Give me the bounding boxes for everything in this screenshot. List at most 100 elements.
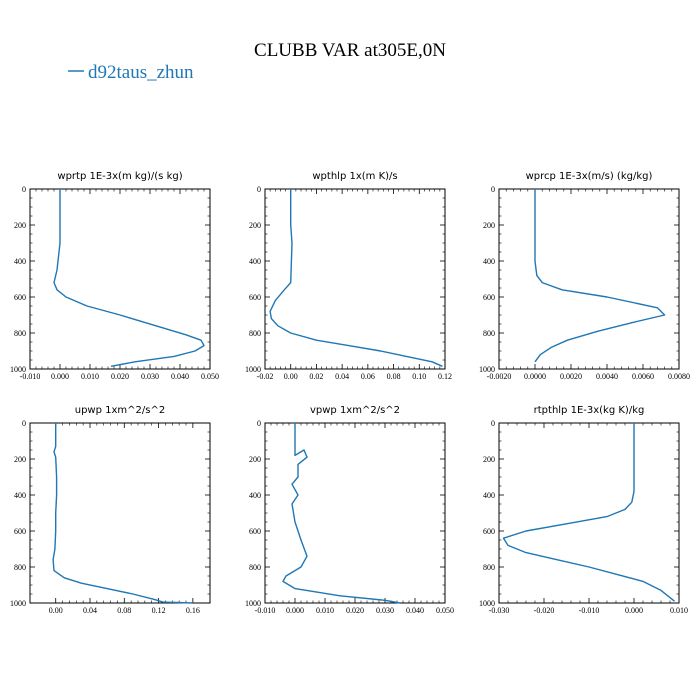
x-tick-label: 0.0020 <box>560 372 582 381</box>
series-line <box>269 189 443 367</box>
x-tick-label: 0.02 <box>309 372 323 381</box>
legend-label: d92taus_zhun <box>88 62 194 83</box>
y-tick-label: 200 <box>483 221 495 230</box>
x-tick-label: 0.050 <box>201 372 219 381</box>
x-tick-label: 0.030 <box>376 606 394 615</box>
y-tick-label: 0 <box>22 419 26 428</box>
x-tick-label: -0.02 <box>257 372 274 381</box>
x-tick-label: 0.010 <box>316 606 334 615</box>
x-tick-label: 0.040 <box>171 372 189 381</box>
x-tick-label: 0.000 <box>625 606 643 615</box>
y-tick-label: 800 <box>483 329 495 338</box>
panel-title: wpthlp 1x(m K)/s <box>312 171 397 182</box>
y-tick-label: 800 <box>249 563 261 572</box>
y-tick-label: 600 <box>14 527 26 536</box>
x-tick-label: 0.00 <box>49 606 63 615</box>
series-line <box>53 189 205 367</box>
x-tick-label: 0.08 <box>117 606 131 615</box>
y-tick-label: 0 <box>257 185 261 194</box>
x-tick-label: 0.06 <box>361 372 375 381</box>
y-tick-label: 600 <box>14 293 26 302</box>
x-tick-label: -0.0020 <box>487 372 512 381</box>
series-line <box>282 423 401 604</box>
plot-frame <box>264 188 446 370</box>
x-tick-label: -0.010 <box>20 372 41 381</box>
y-tick-label: 0 <box>257 419 261 428</box>
panel-title: wprtp 1E-3x(m kg)/(s kg) <box>57 171 182 182</box>
x-tick-label: 0.0040 <box>596 372 618 381</box>
x-tick-label: 0.12 <box>152 606 166 615</box>
y-tick-label: 400 <box>483 257 495 266</box>
panel-1: wprtp 1E-3x(m kg)/(s kg) -0.010 0.000 0.010… <box>10 171 219 381</box>
legend: d92taus_zhun <box>68 62 194 83</box>
y-tick-label: 200 <box>14 455 26 464</box>
y-tick-label: 1000 <box>479 599 495 608</box>
plot-frame <box>29 422 211 604</box>
x-tick-label: 0.050 <box>436 606 454 615</box>
y-tick-label: 200 <box>249 455 261 464</box>
y-tick-label: 1000 <box>245 365 261 374</box>
x-tick-label: 0.04 <box>335 372 349 381</box>
y-tick-label: 400 <box>14 257 26 266</box>
x-tick-label: -0.020 <box>534 606 555 615</box>
plot-frame <box>498 188 680 370</box>
x-tick-label: 0.10 <box>412 372 426 381</box>
x-tick-label: 0.000 <box>51 372 69 381</box>
x-tick-label: 0.020 <box>111 372 129 381</box>
x-tick-label: 0.00 <box>284 372 298 381</box>
panel-title: rtpthlp 1E-3x(kg K)/kg <box>534 405 645 416</box>
series-line <box>534 189 666 363</box>
x-tick-label: -0.010 <box>579 606 600 615</box>
y-tick-label: 400 <box>249 491 261 500</box>
x-tick-label: 0.12 <box>438 372 452 381</box>
y-tick-label: 0 <box>22 185 26 194</box>
series-line <box>52 423 193 604</box>
x-tick-label: 0.08 <box>387 372 401 381</box>
x-tick-label: 0.010 <box>670 606 688 615</box>
x-tick-label: 0.16 <box>186 606 200 615</box>
plot-frame <box>264 422 446 604</box>
y-tick-label: 0 <box>491 185 495 194</box>
x-tick-label: 0.020 <box>346 606 364 615</box>
x-tick-label: 0.0060 <box>632 372 654 381</box>
panels: wprtp 1E-3x(m kg)/(s kg)-0.010 0.000 0.010… <box>10 171 690 615</box>
y-tick-label: 600 <box>483 527 495 536</box>
y-tick-label: 400 <box>14 491 26 500</box>
y-tick-label: 600 <box>483 293 495 302</box>
x-tick-label: 0.0080 <box>668 372 690 381</box>
panel-4: upwp 1xm^2/s^2 0.00 0.04 0.08 0.12 0.16 0 200 40… <box>10 405 211 615</box>
panel-title: upwp 1xm^2/s^2 <box>75 405 165 416</box>
y-tick-label: 1000 <box>479 365 495 374</box>
y-tick-label: 200 <box>483 455 495 464</box>
x-tick-label: 0.000 <box>286 606 304 615</box>
x-tick-label: -0.010 <box>255 606 276 615</box>
panel-5: vpwp 1xm^2/s^2 -0.010 0.000 0.010 0.020 0.030… <box>245 405 454 615</box>
y-tick-label: 1000 <box>10 599 26 608</box>
panel-title: wprcp 1E-3x(m/s) (kg/kg) <box>526 171 653 182</box>
chart-title: CLUBB VAR at305E,0N <box>254 40 446 61</box>
x-tick-label: 0.04 <box>83 606 97 615</box>
y-tick-label: 400 <box>483 491 495 500</box>
panel-title: vpwp 1xm^2/s^2 <box>310 405 400 416</box>
series-line <box>502 423 675 602</box>
x-tick-label: 0.040 <box>406 606 424 615</box>
y-tick-label: 800 <box>14 563 26 572</box>
y-tick-label: 1000 <box>245 599 261 608</box>
y-tick-label: 600 <box>249 293 261 302</box>
x-tick-label: 0.010 <box>81 372 99 381</box>
y-tick-label: 800 <box>249 329 261 338</box>
x-tick-label: 0.0000 <box>524 372 546 381</box>
panel-6: rtpthlp 1E-3x(kg K)/kg -0.030 -0.020 -0.010… <box>479 405 688 615</box>
panel-3: wprcp 1E-3x(m/s) (kg/kg) -0.0020 0.0000 0.0… <box>479 171 690 381</box>
panel-2: wpthlp 1x(m K)/s -0.02 0.00 0.02 0.04 0.06 0.0… <box>245 171 452 381</box>
y-tick-label: 800 <box>14 329 26 338</box>
y-tick-label: 600 <box>249 527 261 536</box>
x-tick-label: -0.030 <box>489 606 510 615</box>
plot-frame <box>29 188 211 370</box>
y-tick-label: 800 <box>483 563 495 572</box>
y-tick-label: 400 <box>249 257 261 266</box>
y-tick-label: 200 <box>249 221 261 230</box>
y-tick-label: 0 <box>491 419 495 428</box>
x-tick-label: 0.030 <box>141 372 159 381</box>
